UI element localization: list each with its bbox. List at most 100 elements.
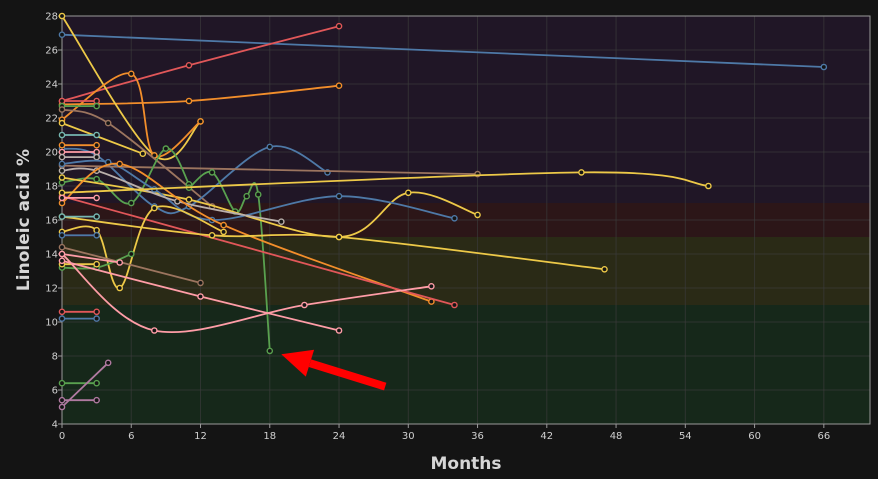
data-point bbox=[335, 192, 343, 200]
y-tick-label: 4 bbox=[52, 420, 58, 431]
x-tick-label: 30 bbox=[402, 431, 415, 442]
data-point bbox=[58, 308, 66, 316]
data-point bbox=[404, 189, 412, 197]
range-band-3 bbox=[62, 16, 870, 203]
data-point bbox=[335, 233, 343, 241]
data-point bbox=[116, 259, 124, 266]
data-point bbox=[278, 218, 285, 225]
series-24 bbox=[58, 213, 100, 220]
data-point bbox=[127, 250, 135, 258]
data-point bbox=[93, 194, 100, 202]
series-8 bbox=[58, 119, 147, 157]
series-9 bbox=[58, 131, 100, 139]
data-point bbox=[93, 175, 100, 183]
data-point bbox=[93, 315, 100, 322]
data-point bbox=[705, 182, 712, 190]
series-line bbox=[61, 171, 710, 194]
data-point bbox=[58, 119, 66, 127]
y-axis-label: Linoleic acid % bbox=[14, 149, 34, 291]
range-band-1 bbox=[62, 237, 870, 305]
x-tick-label: 36 bbox=[471, 431, 484, 442]
data-point bbox=[116, 284, 124, 292]
data-point bbox=[578, 169, 585, 176]
data-point bbox=[58, 194, 66, 202]
x-axis-label: Months bbox=[430, 454, 501, 474]
series-line bbox=[61, 162, 433, 303]
y-tick-label: 8 bbox=[52, 352, 58, 363]
series-25 bbox=[58, 204, 227, 292]
data-point bbox=[162, 145, 170, 152]
data-point bbox=[335, 327, 343, 334]
data-point bbox=[428, 282, 435, 290]
x-tick-label: 60 bbox=[748, 431, 761, 442]
y-tick-label: 12 bbox=[45, 284, 58, 295]
data-point bbox=[151, 204, 158, 212]
data-point bbox=[58, 106, 66, 113]
data-point bbox=[58, 141, 66, 149]
y-tick-label: 10 bbox=[45, 318, 58, 329]
data-point bbox=[58, 379, 66, 387]
series-line bbox=[61, 215, 606, 271]
series-34 bbox=[58, 315, 100, 322]
series-line bbox=[61, 33, 825, 68]
series-23 bbox=[58, 194, 100, 202]
data-point bbox=[197, 293, 204, 300]
data-point bbox=[301, 301, 308, 309]
range-band-0 bbox=[62, 305, 870, 424]
data-point bbox=[58, 243, 66, 251]
data-point bbox=[254, 191, 262, 198]
series-line bbox=[61, 122, 144, 155]
data-point bbox=[58, 12, 66, 20]
x-tick-label: 48 bbox=[610, 431, 623, 442]
data-point bbox=[820, 63, 828, 71]
data-point bbox=[185, 196, 193, 203]
data-point bbox=[58, 160, 66, 168]
x-tick-label: 12 bbox=[194, 431, 207, 442]
series-line bbox=[61, 361, 110, 408]
x-tick-label: 66 bbox=[817, 431, 830, 442]
data-point bbox=[127, 199, 135, 207]
data-point bbox=[266, 347, 274, 355]
series-12 bbox=[58, 141, 100, 149]
data-point bbox=[104, 359, 112, 367]
y-tick-label: 22 bbox=[45, 114, 58, 125]
data-point bbox=[93, 141, 100, 149]
plot-frame bbox=[61, 15, 871, 425]
data-point bbox=[127, 70, 135, 78]
series-35 bbox=[58, 379, 100, 387]
series-13 bbox=[58, 153, 100, 161]
series-line bbox=[61, 167, 283, 223]
series-33 bbox=[58, 308, 100, 316]
data-point bbox=[58, 213, 66, 220]
data-point bbox=[93, 131, 100, 139]
data-point bbox=[335, 22, 343, 30]
y-tick-label: 28 bbox=[45, 12, 58, 23]
y-tick-label: 6 bbox=[52, 386, 58, 397]
series-line bbox=[61, 15, 202, 161]
y-tick-label: 26 bbox=[45, 46, 58, 57]
series-line bbox=[61, 108, 213, 208]
data-point bbox=[197, 118, 204, 125]
series-26 bbox=[58, 243, 204, 287]
data-point bbox=[220, 228, 227, 236]
data-point bbox=[197, 279, 204, 287]
x-tick-label: 54 bbox=[679, 431, 692, 442]
data-point bbox=[93, 231, 100, 239]
series-0 bbox=[58, 31, 828, 71]
data-point bbox=[93, 260, 100, 268]
data-point bbox=[151, 327, 158, 334]
data-point bbox=[58, 231, 66, 239]
data-point bbox=[58, 403, 66, 411]
data-point bbox=[139, 150, 147, 157]
data-point bbox=[58, 131, 66, 139]
series-line bbox=[61, 246, 202, 284]
data-point bbox=[93, 396, 100, 404]
red-arrow-shaft bbox=[308, 359, 387, 391]
series-line bbox=[61, 253, 433, 334]
data-point bbox=[185, 62, 193, 69]
data-point bbox=[243, 192, 250, 200]
series-18 bbox=[58, 167, 285, 225]
red-arrow-head bbox=[281, 349, 315, 377]
